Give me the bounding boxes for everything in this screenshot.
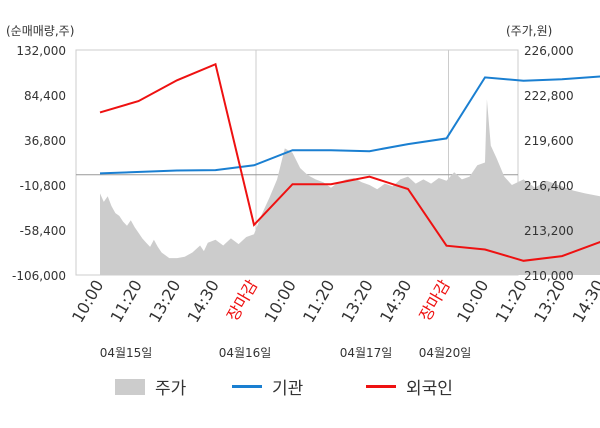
date-label: 04월17일: [339, 346, 393, 360]
date-label: 04월20일: [418, 346, 472, 360]
legend-item-foreign: 외국인: [366, 374, 453, 399]
institution-swatch: [232, 385, 262, 388]
legend-label: 주가: [155, 379, 187, 399]
x-tick-label: 14:30: [568, 277, 600, 326]
price-area-layer: [100, 99, 600, 275]
x-tick-close-label: 장마감: [415, 276, 454, 324]
x-tick-close-label: 장마감: [223, 276, 262, 324]
left-tick-label: 36,800: [24, 134, 66, 148]
left-axis-unit: (순매매량,주): [6, 24, 75, 38]
x-tick-label: 10:00: [453, 277, 493, 326]
legend-label: 외국인: [406, 379, 453, 399]
legend-label: 기관: [272, 379, 304, 399]
right-tick-label: 219,600: [524, 134, 574, 148]
axis-layer: 132,000 84,400 36,800 -10,800 -58,400 -106,00…: [12, 44, 574, 283]
price-area: [100, 99, 600, 275]
institution-line: [99, 75, 600, 175]
x-tick-label: 13:20: [145, 277, 185, 326]
legend: 주가 기관 외국인: [0, 374, 600, 399]
x-tick-label: 13:20: [337, 277, 377, 326]
x-tick-label: 10:00: [260, 277, 300, 326]
x-tick-label: 11:20: [106, 277, 146, 326]
legend-item-price: 주가: [115, 374, 186, 399]
right-tick-label: 213,200: [524, 224, 574, 238]
left-tick-label: 84,400: [24, 89, 66, 103]
date-label: 04월16일: [218, 346, 272, 360]
price-swatch: [115, 378, 145, 395]
left-tick-label: -58,400: [20, 224, 66, 238]
x-tick-label: 13:20: [530, 277, 570, 326]
right-tick-label: 210,000: [524, 269, 574, 283]
foreign-line: [99, 62, 600, 262]
legend-item-institution: 기관: [232, 374, 303, 399]
date-label: 04월15일: [99, 346, 153, 360]
left-tick-label: -10,800: [20, 179, 66, 193]
right-tick-label: 222,800: [524, 89, 574, 103]
left-tick-label: 132,000: [16, 44, 66, 58]
x-tick-label: 14:30: [376, 277, 416, 326]
right-axis-unit: (주가,원): [506, 24, 553, 38]
foreign-swatch: [366, 385, 396, 388]
x-tick-label: 14:30: [183, 277, 223, 326]
right-tick-label: 226,000: [524, 44, 574, 58]
right-tick-label: 216,400: [524, 179, 574, 193]
x-tick-label: 11:20: [299, 277, 339, 326]
x-tick-label: 11:20: [491, 277, 531, 326]
x-tick-label: 10:00: [68, 277, 108, 326]
series-line-layer: [99, 62, 600, 262]
left-tick-label: -106,000: [12, 269, 66, 283]
